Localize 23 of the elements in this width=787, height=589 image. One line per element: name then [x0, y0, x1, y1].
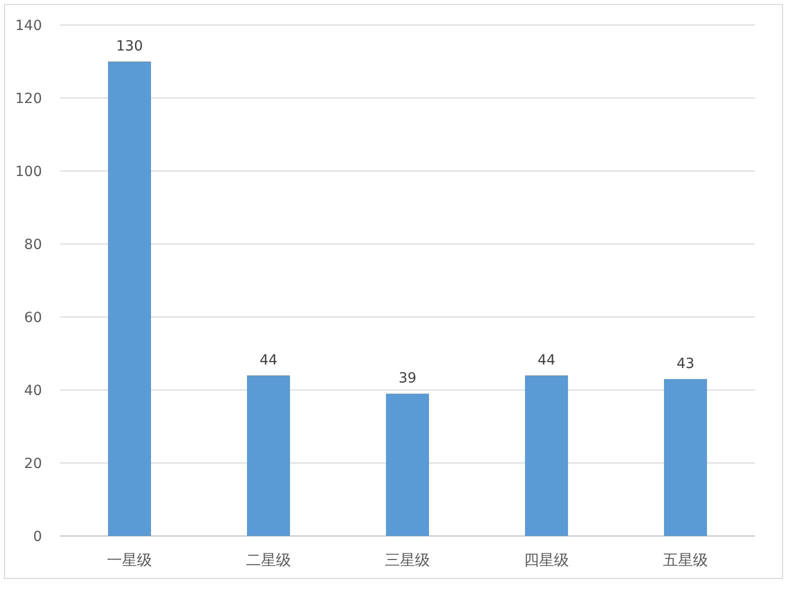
bar	[664, 379, 707, 536]
bar	[247, 375, 290, 536]
data-label: 44	[538, 352, 556, 368]
y-tick-label: 40	[24, 383, 42, 399]
y-tick-label: 20	[24, 456, 42, 472]
data-label: 44	[260, 352, 278, 368]
x-tick-label: 四星级	[524, 551, 569, 569]
x-tick-label: 一星级	[107, 551, 152, 569]
bar	[386, 394, 429, 536]
x-tick-label: 五星级	[663, 551, 708, 569]
y-tick-label: 100	[15, 164, 42, 180]
bar	[525, 375, 568, 536]
x-tick-label: 二星级	[246, 551, 291, 569]
x-tick-label: 三星级	[385, 551, 430, 569]
bar	[108, 62, 151, 536]
y-tick-label: 80	[24, 237, 42, 253]
data-label: 130	[116, 38, 143, 54]
data-label: 43	[676, 356, 694, 372]
y-tick-label: 120	[15, 91, 42, 107]
y-tick-label: 60	[24, 310, 42, 326]
data-label: 39	[398, 370, 416, 387]
y-tick-label: 140	[15, 18, 42, 34]
y-tick-label: 0	[33, 529, 42, 545]
